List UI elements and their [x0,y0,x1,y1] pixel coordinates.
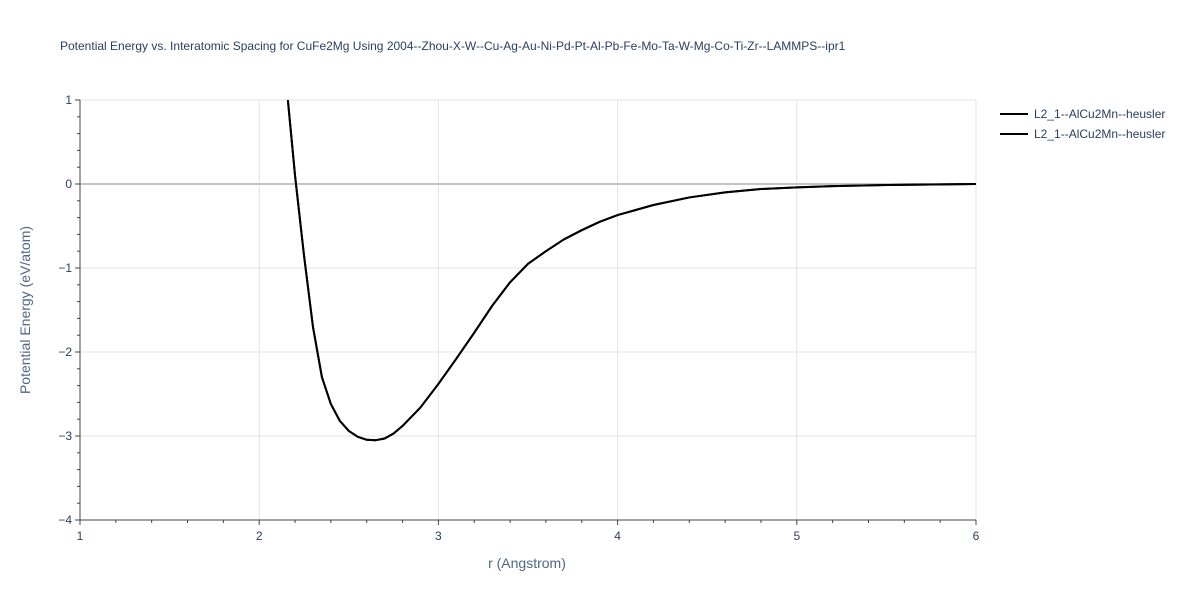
y-tick-label: −3 [58,429,72,443]
series-layer [286,100,976,442]
y-tick-label: 1 [65,93,72,107]
legend-label-2: L2_1--AlCu2Mn--heusler [1034,127,1165,141]
x-tick-label: 6 [973,529,980,543]
y-tick-label: 0 [65,177,72,191]
x-tick-label: 2 [256,529,263,543]
y-tick-label: −4 [58,513,72,527]
series-line-2 [286,100,976,442]
axis-layer: 1 2 3 4 5 6 1 0 −1 −2 −3 −4 [58,93,979,543]
legend: L2_1--AlCu2Mn--heusler L2_1--AlCu2Mn--heu… [1000,107,1165,141]
x-axis-title: r (Angstrom) [488,555,566,571]
series-line-1 [286,100,976,442]
chart-title: Potential Energy vs. Interatomic Spacing… [60,39,846,53]
y-axis-title: Potential Energy (eV/atom) [17,226,33,394]
x-tick-label: 4 [614,529,621,543]
grid-layer [80,99,977,520]
x-tick-label: 3 [435,529,442,543]
y-tick-label: −2 [58,345,72,359]
legend-label-1: L2_1--AlCu2Mn--heusler [1034,107,1165,121]
x-tick-label: 1 [77,529,84,543]
x-tick-label: 5 [793,529,800,543]
y-tick-label: −1 [58,261,72,275]
